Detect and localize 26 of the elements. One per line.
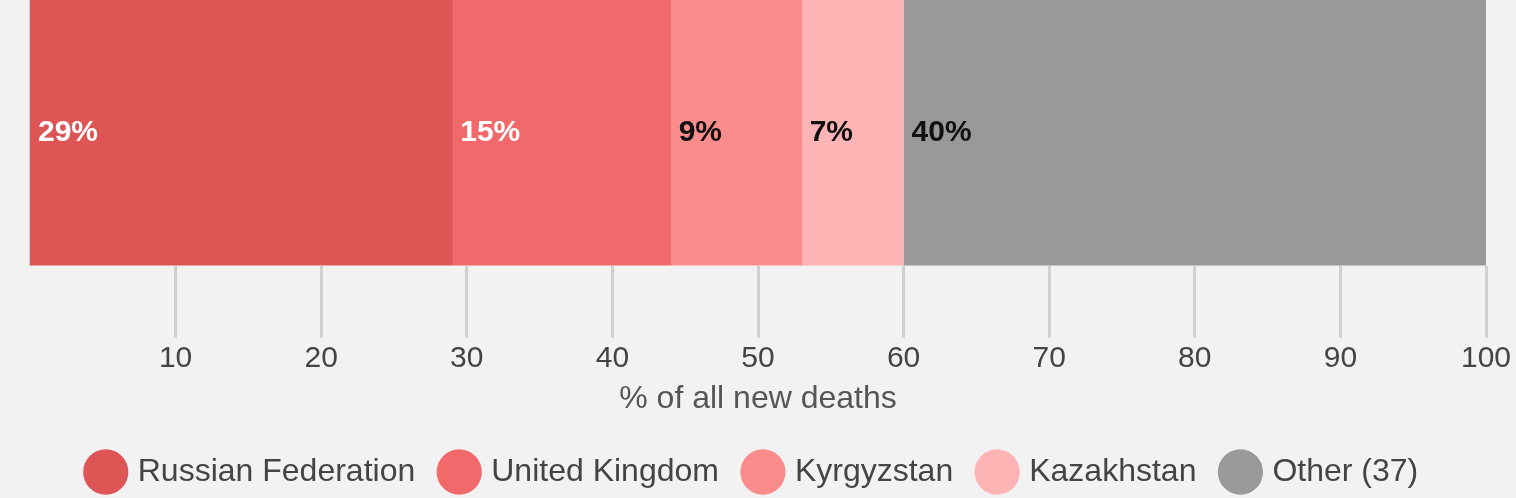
x-axis-title: % of all new deaths <box>619 378 897 415</box>
legend-label: Kazakhstan <box>1029 451 1197 488</box>
data-label: 40% <box>911 114 972 148</box>
x-tick-label: 60 <box>886 339 921 373</box>
x-tick-label: 40 <box>595 339 630 373</box>
x-tick-label: 20 <box>304 339 338 373</box>
x-tick-label: 30 <box>450 339 484 373</box>
bar <box>903 0 1486 266</box>
x-tick-label: 80 <box>1178 339 1212 373</box>
legend-label: United Kingdom <box>491 451 719 488</box>
data-label: 7% <box>809 114 854 148</box>
legend-label: Kyrgyzstan <box>794 451 954 488</box>
x-tick-label: 10 <box>158 339 193 373</box>
bar <box>451 0 671 266</box>
bar <box>801 0 904 266</box>
x-tick-label: 70 <box>1032 339 1066 373</box>
bar <box>30 0 453 266</box>
bar <box>670 0 803 266</box>
x-tick-label: 90 <box>1323 339 1358 373</box>
data-label: 29% <box>38 114 99 148</box>
x-tick-label: 100 <box>1460 339 1512 373</box>
data-label: 15% <box>460 114 521 148</box>
legend-label: Russian Federation <box>137 451 416 488</box>
data-label: 9% <box>678 114 722 148</box>
legend-label: Other (37) <box>1272 451 1419 488</box>
x-tick-label: 50 <box>741 339 775 373</box>
